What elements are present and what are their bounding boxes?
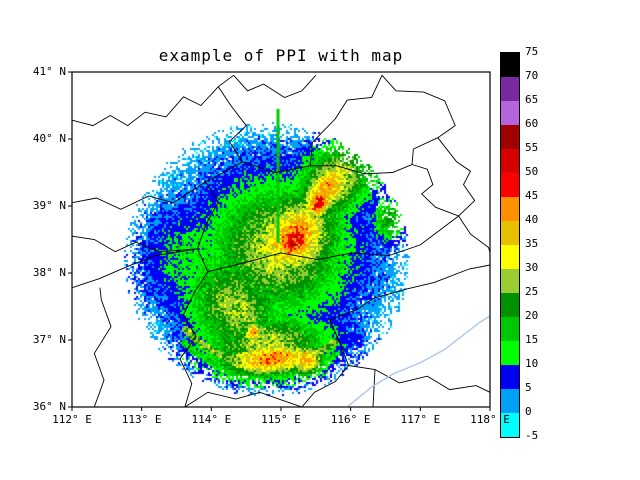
province-boundary-line	[372, 369, 376, 407]
province-boundary-line	[72, 181, 207, 210]
colorbar-tick-label: 5	[525, 381, 532, 394]
province-boundary-line	[233, 74, 317, 99]
colorbar-segment	[501, 101, 519, 125]
colorbar-tick-label: 25	[525, 285, 539, 298]
colorbar-tick-label: 60	[525, 117, 539, 130]
colorbar-segment	[501, 341, 519, 365]
colorbar-tick-label: 45	[525, 189, 539, 202]
x-tick-label: 114° E	[191, 413, 232, 426]
province-boundary-line	[411, 137, 476, 217]
y-tick-label: 40° N	[32, 132, 66, 145]
colorbar-tick-label: -5	[525, 429, 539, 442]
colorbar-segment	[501, 269, 519, 293]
colorbar-segment	[501, 221, 519, 245]
province-boundary-line	[72, 248, 198, 289]
colorbar	[500, 52, 520, 438]
x-tick-label: 117° E	[400, 413, 441, 426]
colorbar-segment	[501, 77, 519, 101]
colorbar-tick-label: 35	[525, 237, 539, 250]
map-layers	[72, 74, 490, 407]
colorbar-tick-label: 0	[525, 405, 532, 418]
province-boundary-line	[93, 287, 112, 407]
province-boundary-line	[458, 215, 490, 254]
province-boundary-line	[72, 74, 234, 127]
colorbar-segment	[501, 413, 519, 437]
colorbar-tick-label: 15	[525, 333, 539, 346]
province-boundary-line	[309, 74, 456, 175]
colorbar-segment	[501, 149, 519, 173]
colorbar-segment	[501, 53, 519, 77]
x-tick-label: 113° E	[121, 413, 162, 426]
y-tick-label: 37° N	[32, 333, 66, 346]
colorbar-segment	[501, 173, 519, 197]
x-tick-label: 118° E	[470, 413, 510, 426]
province-boundary-line	[242, 161, 311, 173]
colorbar-segment	[501, 365, 519, 389]
colorbar-tick-label: 40	[525, 213, 539, 226]
colorbar-segment	[501, 389, 519, 413]
figure-title: example of PPI with map	[158, 46, 404, 65]
x-tick-label: 115° E	[261, 413, 301, 426]
y-tick-label: 38° N	[32, 266, 66, 279]
colorbar-segment	[501, 197, 519, 221]
province-boundary-line	[179, 86, 247, 407]
colorbar-tick-label: 30	[525, 261, 539, 274]
province-boundary-line	[207, 215, 459, 273]
colorbar-segment	[501, 293, 519, 317]
colorbar-tick-label: 20	[525, 309, 539, 322]
colorbar-tick-label: 70	[525, 69, 539, 82]
colorbar-tick-label: 55	[525, 141, 539, 154]
colorbar-tick-label: 50	[525, 165, 539, 178]
y-tick-label: 36° N	[32, 400, 66, 413]
colorbar-tick-label: 75	[525, 45, 539, 58]
colorbar-segment	[501, 125, 519, 149]
province-boundary-line	[301, 264, 490, 407]
province-boundary-line	[72, 235, 198, 253]
colorbar-tick-label: 10	[525, 357, 539, 370]
colorbar-tick-label: 65	[525, 93, 539, 106]
colorbar-segment	[501, 245, 519, 269]
river-line	[346, 315, 490, 407]
y-tick-label: 39° N	[32, 199, 66, 212]
colorbar-segment	[501, 317, 519, 341]
x-tick-label: 112° E	[52, 413, 92, 426]
province-boundary-line	[184, 391, 303, 407]
y-tick-label: 41° N	[32, 65, 66, 78]
x-tick-label: 116° E	[330, 413, 371, 426]
